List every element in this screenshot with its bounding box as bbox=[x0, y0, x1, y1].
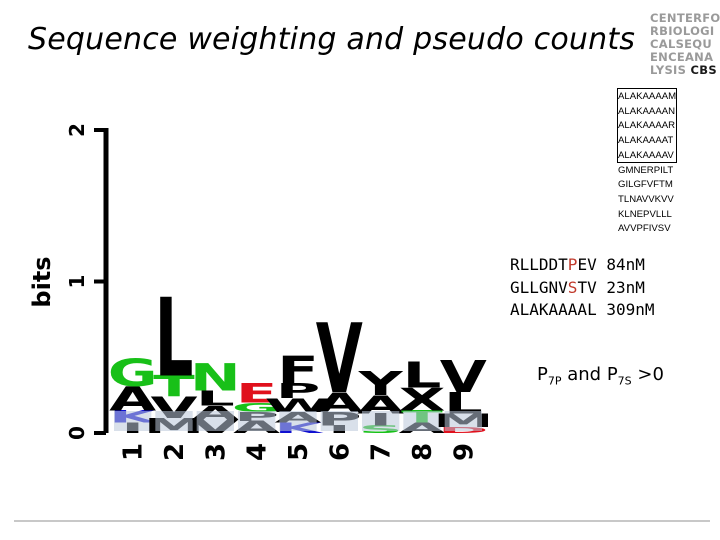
sequence-item: ALAKAAAAM bbox=[618, 91, 677, 102]
bottom-divider bbox=[14, 520, 710, 522]
pseudo-count-note: P7P and P7S >0 bbox=[537, 364, 664, 388]
binder-affinity: 23nM bbox=[606, 277, 645, 297]
highlight-box bbox=[617, 88, 677, 163]
logo-letter: W bbox=[264, 394, 331, 416]
logo-cbs: CBS bbox=[690, 63, 717, 77]
position-label: 5 bbox=[284, 443, 314, 461]
note-sub: 7S bbox=[617, 374, 632, 388]
logo-letter: L bbox=[196, 387, 235, 411]
note-tail: >0 bbox=[631, 364, 664, 385]
institution-logo: CENTERFO RBIOLOGI CALSEQU ENCEANA LYSIS … bbox=[650, 11, 720, 77]
logo-low-band bbox=[155, 411, 193, 431]
logo-low-band bbox=[114, 411, 152, 431]
position-label: 1 bbox=[119, 443, 149, 461]
position-label: 9 bbox=[449, 443, 479, 461]
position-label: 3 bbox=[201, 443, 231, 461]
y-tick-label: 1 bbox=[65, 275, 89, 289]
logo-low-band bbox=[320, 411, 358, 431]
logo-lysis: LYSIS bbox=[650, 63, 687, 77]
note-p: P bbox=[606, 364, 618, 385]
sequence-item: ALAKAAAAN bbox=[618, 105, 676, 117]
sequence-item: AVVPFIVSV bbox=[618, 223, 671, 235]
logo-low-band bbox=[362, 411, 400, 431]
logo-line: CALSEQU bbox=[650, 37, 713, 51]
logo-line: RBIOLOGI bbox=[650, 24, 715, 38]
logo-letter: Y bbox=[357, 365, 403, 404]
binder-affinity: 84nM bbox=[606, 255, 645, 274]
sequence-item: ALAKAAAAT bbox=[618, 135, 674, 147]
logo-low-band bbox=[403, 411, 441, 431]
binder-seq: GLLGNV bbox=[510, 277, 568, 297]
binder-row: ALAKAAAAL 309nM bbox=[510, 299, 655, 322]
binder-affinity: 309nM bbox=[606, 300, 655, 319]
sequence-item: GMNERPILT bbox=[618, 164, 674, 176]
logo-letter: L bbox=[155, 276, 194, 402]
binder-table: RLLDDTPEV 84nM GLLGNVSTV 23nM ALAKAAAAL … bbox=[510, 254, 655, 322]
position-label: 8 bbox=[408, 443, 438, 461]
sequence-item: TLNAVVKVV bbox=[618, 193, 674, 205]
logo-letter: V bbox=[440, 353, 487, 403]
binder-row: GLLGNVSTV 23nM bbox=[510, 277, 655, 300]
binder-seq: EV bbox=[577, 255, 597, 274]
logo-letter: V bbox=[316, 304, 363, 415]
logo-low-band bbox=[444, 411, 482, 431]
logo-low-band bbox=[238, 411, 276, 431]
logo-line: LYSIS CBS bbox=[650, 63, 717, 77]
position-label: 2 bbox=[160, 443, 190, 461]
logo-letter: G bbox=[108, 351, 158, 395]
sequence-item: ALAKAAAAR bbox=[618, 120, 676, 132]
note-and: and bbox=[561, 364, 607, 385]
y-tick-label: 0 bbox=[65, 426, 89, 440]
position-label: 7 bbox=[367, 443, 397, 461]
sequence-item: GILGFVFTM bbox=[618, 179, 673, 191]
position-label: 4 bbox=[243, 443, 273, 461]
binder-highlight: P bbox=[567, 255, 578, 274]
logo-letter: P bbox=[276, 379, 321, 403]
binder-highlight: S bbox=[567, 277, 578, 297]
y-tick-label: 2 bbox=[65, 123, 89, 137]
logo-line: ENCEANA bbox=[650, 50, 714, 64]
logo-letter: E bbox=[236, 378, 278, 410]
logo-axes: 0 1 2 bits bbox=[28, 123, 109, 440]
logo-letter: N bbox=[190, 356, 241, 400]
position-label: 6 bbox=[325, 443, 355, 461]
binder-seq: TV bbox=[577, 277, 597, 297]
slide-title: Sequence weighting and pseudo counts bbox=[28, 22, 636, 57]
logo-letter: T bbox=[153, 370, 195, 404]
note-sub: 7P bbox=[547, 374, 562, 388]
logo-line: CENTERFO bbox=[650, 11, 720, 25]
sequence-item: ALAKAAAAV bbox=[618, 149, 674, 161]
sequence-list: ALAKAAAAM ALAKAAAAN ALAKAAAAR ALAKAAAAT … bbox=[618, 90, 676, 237]
logo-low-band bbox=[279, 411, 317, 431]
binder-seq: ALAKAAAAL bbox=[510, 300, 597, 319]
logo-letter: F bbox=[277, 348, 319, 392]
binder-row: RLLDDTPEV 84nM bbox=[510, 254, 655, 277]
note-p: P bbox=[537, 364, 548, 385]
sequence-item: KLNEPVLLL bbox=[618, 208, 672, 220]
y-axis-label: bits bbox=[28, 256, 56, 307]
logo-letters: IKAGMVTLVALNAPGEKAWPFIPAVSIAYATXLDMLV bbox=[108, 276, 494, 438]
logo-low-band bbox=[196, 411, 234, 431]
logo-letter: L bbox=[403, 355, 442, 396]
binder-seq: RLLDDT bbox=[510, 255, 568, 274]
